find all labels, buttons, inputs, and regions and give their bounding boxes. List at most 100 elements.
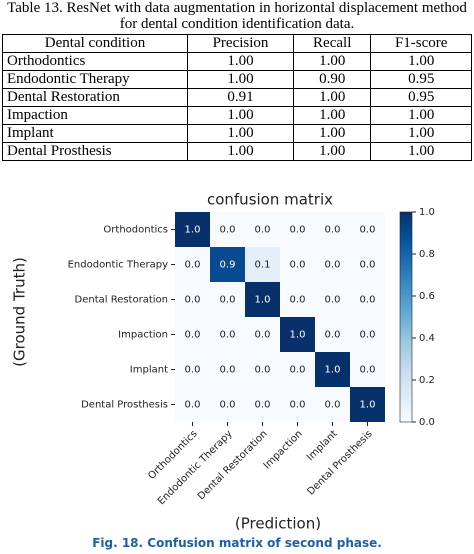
cell-label: 0.0 — [185, 260, 201, 271]
heatmap-cell — [175, 352, 210, 387]
cell-label: 1.0 — [185, 225, 201, 236]
heatmap-cell — [210, 282, 245, 317]
heatmap-cell — [315, 247, 350, 282]
table-cell: 1.00 — [186, 142, 295, 161]
cell-label: 0.0 — [360, 295, 376, 306]
table-row: Implant 1.00 1.00 1.00 — [2, 124, 472, 143]
table-cell: 1.00 — [293, 142, 372, 161]
cell-label: 1.0 — [255, 295, 271, 306]
cell-label: 0.0 — [360, 365, 376, 376]
table-cell: Dental Prosthesis — [2, 142, 188, 161]
table-cell: 0.95 — [370, 88, 472, 107]
figure-label: Fig. 18. — [92, 536, 144, 550]
x-tick-label: Dental Prosthesis — [306, 428, 375, 497]
cell-label: 0.0 — [220, 365, 236, 376]
cell-label: 1.0 — [360, 400, 376, 411]
heatmap-cell — [315, 352, 350, 387]
heatmap-cell — [245, 212, 280, 247]
heatmap-cell — [280, 352, 315, 387]
y-tick-label: Dental Restoration — [75, 295, 169, 306]
cell-label: 0.0 — [220, 295, 236, 306]
heatmap-cell — [210, 212, 245, 247]
heatmap-cell — [315, 387, 350, 422]
colorbar-tick-label: 0.6 — [419, 291, 435, 302]
cell-label: 0.0 — [325, 225, 341, 236]
table-row: Dental Prosthesis 1.00 1.00 1.00 — [2, 142, 472, 161]
table-row: Dental condition Precision Recall F1-score — [2, 34, 472, 53]
cell-label: 0.0 — [255, 330, 271, 341]
heatmap-cell — [280, 212, 315, 247]
x-axis-label: (Prediction) — [235, 515, 321, 531]
heatmap-cell — [280, 317, 315, 352]
heatmap-cell — [175, 317, 210, 352]
heatmap-cell — [280, 387, 315, 422]
cell-label: 0.0 — [290, 400, 306, 411]
colorbar-tick-label: 1.0 — [419, 207, 435, 218]
cell-label: 0.0 — [325, 260, 341, 271]
cell-label: 0.0 — [185, 330, 201, 341]
table-cell: 1.00 — [370, 124, 472, 143]
colorbar-tick-label: 0.8 — [419, 249, 435, 260]
colorbar-tick-label: 0.0 — [419, 417, 435, 428]
colorbar-tick-label: 0.2 — [419, 375, 435, 386]
cell-label: 0.0 — [255, 365, 271, 376]
heatmap-cell — [350, 317, 385, 352]
heatmap-cell — [245, 387, 280, 422]
table-cell: 0.90 — [293, 70, 372, 89]
cell-label: 0.0 — [290, 295, 306, 306]
cell-label: 1.0 — [325, 365, 341, 376]
table-cell: Endodontic Therapy — [2, 70, 188, 89]
x-tick-label: Implant — [305, 428, 340, 463]
y-axis-label: (Ground Truth) — [11, 257, 29, 367]
cell-label: 0.0 — [185, 295, 201, 306]
table-cell: Precision — [186, 34, 295, 53]
y-tick-label: Implant — [130, 365, 168, 376]
heatmap-cell — [210, 247, 245, 282]
colorbar-tick-label: 0.4 — [419, 333, 435, 344]
y-tick-label: Impaction — [118, 330, 168, 341]
x-tick-label: Dental Restoration — [196, 428, 270, 502]
heatmap-cell — [280, 247, 315, 282]
heatmap-cell — [280, 282, 315, 317]
heatmap-cell — [210, 317, 245, 352]
chart: confusion matrix (Prediction) (Ground Tr… — [11, 191, 435, 531]
results-table: Dental condition Precision Recall F1-score O… — [2, 34, 472, 161]
table-caption: Table 13. ResNet with data augmentation … — [7, 0, 467, 32]
y-tick-label: Dental Prosthesis — [81, 400, 168, 411]
cell-label: 0.0 — [290, 260, 306, 271]
chart-title: confusion matrix — [207, 191, 333, 209]
heatmap-cell — [245, 317, 280, 352]
cell-label: 0.0 — [325, 295, 341, 306]
cell-label: 0.0 — [290, 225, 306, 236]
cell-label: 0.0 — [220, 330, 236, 341]
table-cell: 1.00 — [370, 142, 472, 161]
cell-label: 0.0 — [220, 225, 236, 236]
table-cell: 1.00 — [293, 88, 372, 107]
heatmap-cell — [315, 282, 350, 317]
y-tick-label: Endodontic Therapy — [68, 260, 168, 271]
heatmap-cell — [245, 282, 280, 317]
heatmap-cell — [210, 387, 245, 422]
colorbar — [399, 211, 413, 423]
heatmap-cell — [210, 352, 245, 387]
cell-label: 0.0 — [255, 225, 271, 236]
cell-label: 0.0 — [185, 365, 201, 376]
heatmap-cell — [245, 352, 280, 387]
cell-label: 0.0 — [325, 330, 341, 341]
cell-label: 0.0 — [185, 400, 201, 411]
heatmap-cell — [350, 352, 385, 387]
heatmap-cell — [350, 387, 385, 422]
heatmap-cell — [350, 247, 385, 282]
cell-label: 0.0 — [360, 330, 376, 341]
cell-label: 0.0 — [360, 225, 376, 236]
cell-label: 0.0 — [360, 260, 376, 271]
table-row: Endodontic Therapy 1.00 0.90 0.95 — [2, 70, 472, 89]
heatmap-cell — [350, 212, 385, 247]
heatmap-cell — [175, 387, 210, 422]
cell-label: 0.9 — [220, 260, 236, 271]
heatmap-cell — [175, 247, 210, 282]
heatmap-cell — [315, 212, 350, 247]
heatmap-cell — [350, 282, 385, 317]
cell-label: 0.0 — [220, 400, 236, 411]
